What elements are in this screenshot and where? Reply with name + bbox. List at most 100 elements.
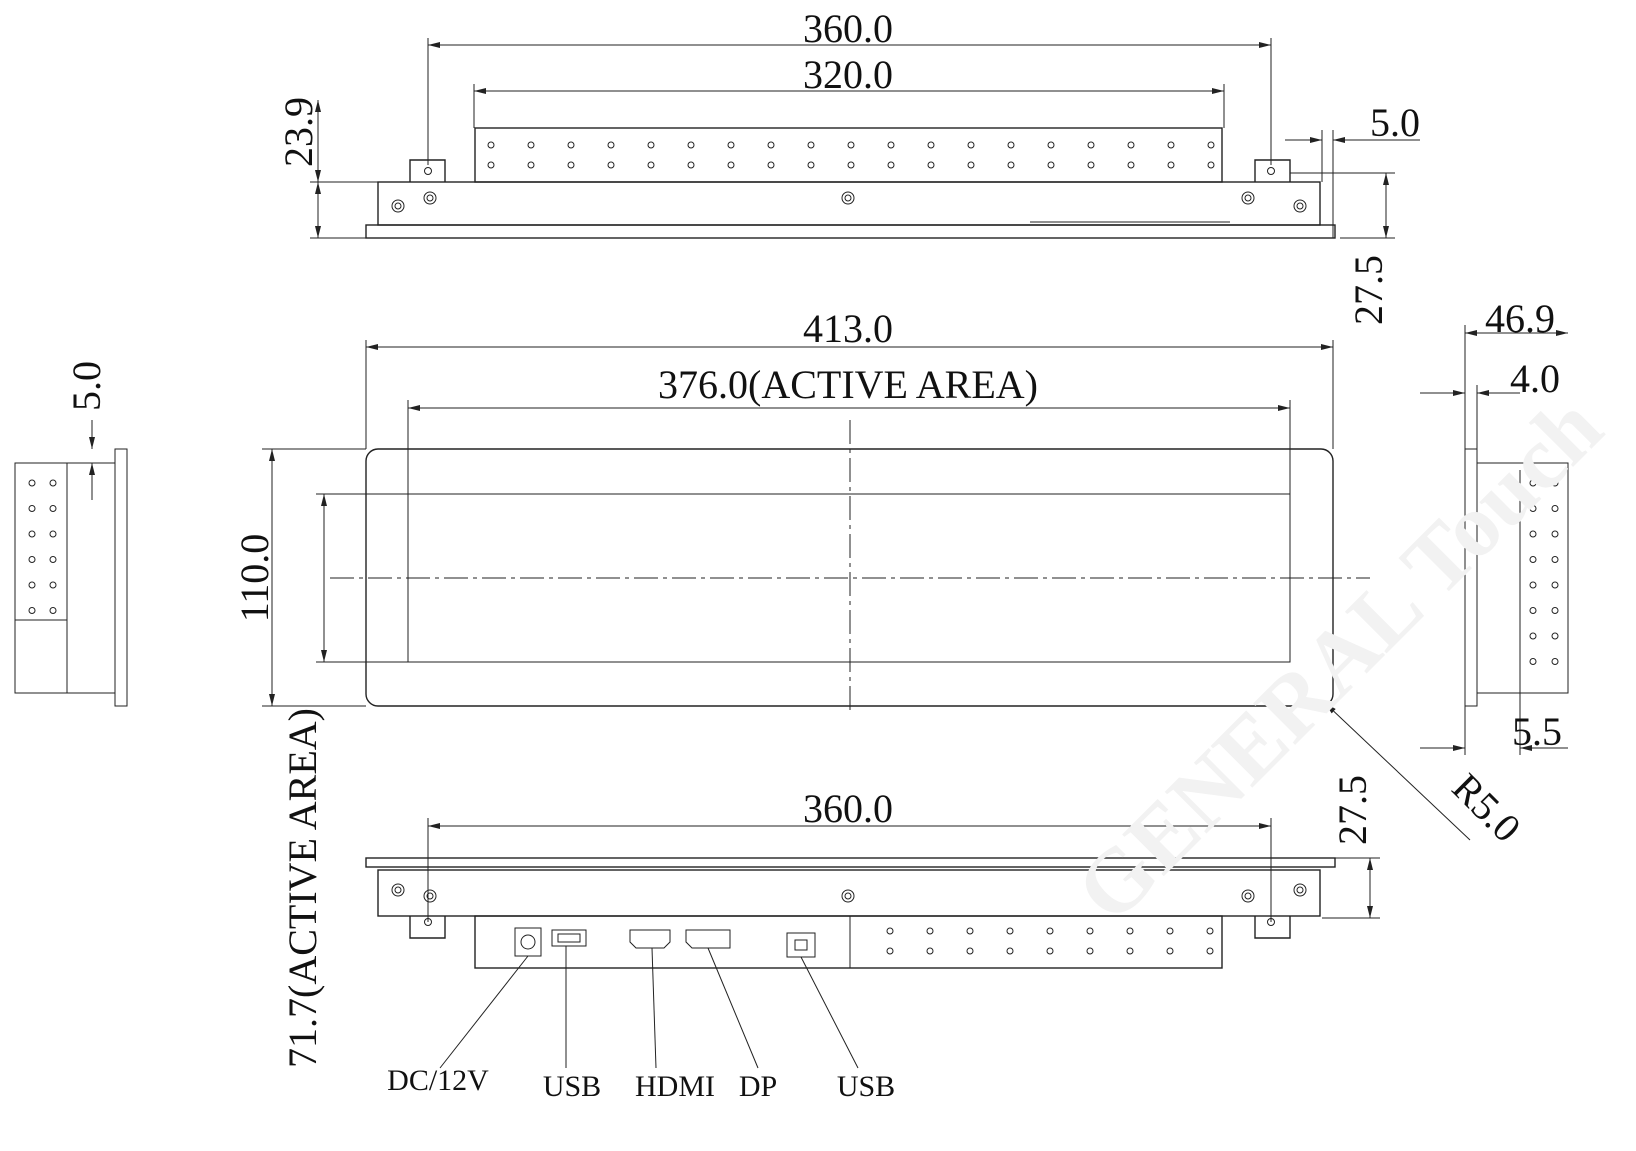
side-frame [66,462,116,694]
watermark: GENERAL Touch [1057,377,1620,940]
hole [1529,632,1537,640]
leader [707,947,759,1069]
hole [1006,947,1014,955]
hole [49,556,57,563]
hole [887,161,895,169]
dim-label: 23.9 [276,97,321,167]
screw [394,886,402,894]
hole [1529,505,1537,512]
side-frame [1476,462,1569,694]
hole [28,479,36,487]
port-label: DP [739,1070,777,1103]
screw [1293,883,1307,897]
dim-label: 110.0 [232,534,277,623]
hole [1529,658,1537,665]
hole [1086,927,1094,935]
bezel-edge [365,857,1336,868]
hole [1551,658,1559,665]
screw [391,199,405,213]
hole [847,141,855,149]
dim-label: 376.0(ACTIVE AREA) [658,362,1038,407]
hole [49,530,57,538]
hole [966,927,974,935]
leader [800,956,859,1069]
leader [1324,702,1471,841]
hole [607,141,615,149]
dim-label: 4.0 [1510,356,1560,401]
screw [1241,191,1255,205]
hole [687,141,695,149]
screw [426,194,434,202]
ear [409,159,1291,182]
hole [887,141,895,149]
screw [394,202,402,210]
hole [1551,556,1559,563]
hole [1207,161,1215,169]
geometry [14,38,1569,1069]
hole [1166,947,1174,955]
hole [1551,505,1559,512]
hole [28,581,36,589]
port-label: DC/12V [387,1064,489,1097]
hole [927,161,935,169]
dc-jack [520,934,536,950]
screw [423,889,437,903]
hole [1206,947,1214,955]
hole [527,161,535,169]
hole [1167,161,1175,169]
screw [1244,892,1252,900]
hole [967,161,975,169]
hole [1529,530,1537,538]
leader [651,947,657,1069]
hole [567,161,575,169]
screw [844,194,852,202]
hole [487,141,495,149]
hole [1007,141,1015,149]
hole [1551,530,1559,538]
screw [1296,886,1304,894]
hole [1086,947,1094,955]
dim-label: 320.0 [803,52,893,97]
dim-label: 413.0 [803,306,893,351]
hole [1529,556,1537,563]
hole [1087,141,1095,149]
hole [1127,161,1135,169]
side-bracket [14,462,68,694]
dim-label: 27.5 [1330,775,1375,845]
dim-label: 5.0 [64,361,109,411]
usb-a [557,933,581,943]
dim-label: 5.0 [1370,100,1420,145]
usb-b [786,932,816,958]
hole [1551,581,1559,589]
hole [767,161,775,169]
hole [1046,947,1054,955]
hole [1006,927,1014,935]
port-label: HDMI [635,1070,715,1103]
dim-label: 27.5 [1346,255,1391,325]
port-label: USB [543,1070,601,1103]
hole [727,141,735,149]
hole [1047,161,1055,169]
dim-label: 360.0 [803,6,893,51]
hole [647,141,655,149]
hdmi [629,929,671,949]
hole [424,167,432,175]
leader [439,955,529,1069]
hole [647,161,655,169]
bracket [474,127,1223,183]
hole [847,161,855,169]
hole [1206,927,1214,935]
dc-jack [514,927,542,957]
screw [1244,194,1252,202]
screw [841,191,855,205]
hole [687,161,695,169]
dim-label: 71.7(ACTIVE AREA) [280,708,325,1068]
hole [727,161,735,169]
bezel-edge [365,224,1336,239]
screw [1293,199,1307,213]
hole [886,947,894,955]
dim-label: 5.5 [1512,709,1562,754]
hole [28,530,36,538]
hole [1047,141,1055,149]
